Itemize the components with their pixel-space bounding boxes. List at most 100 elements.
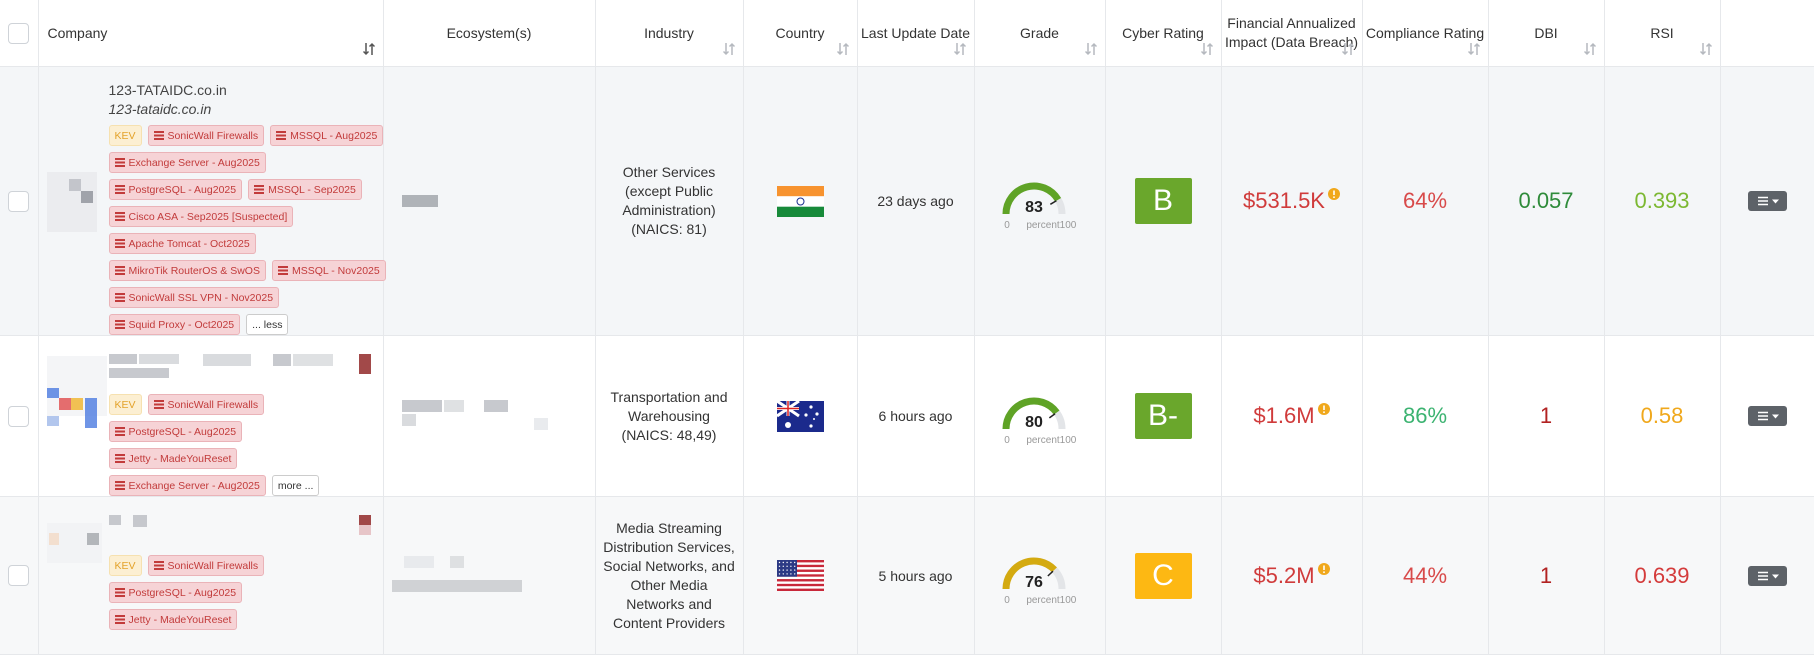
toggle-link[interactable]: more ... [271, 475, 320, 496]
compliance-rating: 44% [1402, 562, 1448, 588]
vulnerability-tag: MSSQL - Aug2025 [270, 125, 384, 146]
grade-cell: 83 0 percent 100 [974, 66, 1106, 336]
gauge-max: 100 [1059, 220, 1076, 231]
column-header: Country [743, 0, 858, 67]
redacted-block [533, 418, 548, 430]
last-update-cell: 6 hours ago [857, 335, 975, 497]
sort-icon[interactable] [836, 42, 849, 56]
flag-stripe [776, 588, 824, 591]
vulnerability-tag: MSSQL - Sep2025 [248, 179, 362, 200]
tag-icon [114, 454, 125, 463]
industry-cell: Transportation and Warehousing (NAICS: 4… [595, 335, 744, 497]
flag-stripe [776, 569, 824, 573]
company-wrap: KEV SonicWall Firewalls PostgreSQL - Aug20… [39, 336, 383, 496]
tag-label: more ... [277, 479, 314, 492]
redacted-block [401, 400, 442, 412]
tag-label: Exchange Server - Aug2025 [128, 156, 260, 169]
info-icon[interactable] [1327, 188, 1340, 200]
actions-button[interactable] [1747, 406, 1787, 426]
tag-icon [114, 293, 125, 302]
sort-icon[interactable] [1341, 42, 1354, 56]
vulnerability-tag: Squid Proxy - Oct2025 [108, 314, 241, 335]
rsi-score-cell: 0.393 [1604, 66, 1721, 336]
redacted-block [443, 400, 464, 412]
tag-label: Exchange Server - Aug2025 [128, 479, 260, 492]
cyber-rating-cell: C [1105, 496, 1222, 655]
sort-arrow-down [953, 43, 960, 56]
tag-label: SonicWall Firewalls [167, 129, 259, 142]
redacted-block [449, 555, 464, 568]
company-row: KEV SonicWall Firewalls PostgreSQL - Aug20… [0, 496, 1814, 655]
tag-icon [114, 588, 125, 597]
column-header-label: Grade [1020, 24, 1059, 41]
flag-star [793, 569, 795, 571]
actions-button[interactable] [1747, 191, 1787, 211]
company-row: 123-TATAIDC.co.in 123-tataidc.co.in KEV Son… [0, 66, 1814, 336]
tag-line: Exchange Server - Aug2025 [108, 152, 379, 173]
flag-stripe [776, 586, 824, 589]
rsi-score: 0.393 [1634, 188, 1690, 213]
redacted-block [272, 354, 291, 366]
info-icon[interactable] [1317, 562, 1330, 575]
tag-icon [114, 158, 125, 167]
redacted-block [46, 388, 59, 398]
ecosystem-cell [383, 66, 596, 336]
vulnerability-tag: SonicWall Firewalls [147, 555, 265, 576]
row-checkbox[interactable] [8, 190, 30, 212]
row-checkbox[interactable] [8, 565, 30, 586]
flag-star [812, 417, 815, 420]
column-header: Last Update Date [857, 0, 975, 67]
sort-arrow-up [1589, 42, 1596, 55]
gauge-unit: percent [1026, 220, 1060, 231]
grade-value: 83 [1025, 199, 1043, 216]
flag-stripe [776, 574, 824, 577]
redacted-block [58, 398, 71, 410]
redacted-block [138, 354, 179, 364]
tag-icon [276, 131, 287, 140]
gauge-value-arc [1002, 397, 1059, 430]
country-flag [776, 185, 824, 217]
sort-arrow-up [1347, 42, 1354, 55]
sort-icon[interactable] [1200, 42, 1213, 56]
vulnerability-tag: SonicWall SSL VPN - Nov2025 [108, 287, 280, 308]
flag-stripe [776, 564, 824, 568]
cyber-rating-cell: B- [1105, 335, 1222, 497]
sort-arrow-up [1473, 42, 1480, 55]
select-all-checkbox[interactable] [8, 22, 30, 44]
tag-line: PostgreSQL - Aug2025 [108, 421, 379, 442]
dbi-score: 1 [1539, 562, 1553, 588]
row-checkbox[interactable] [8, 405, 30, 427]
tag-line: KEV SonicWall Firewalls [108, 394, 379, 415]
sort-icon[interactable] [362, 42, 375, 56]
cyber-rating-cell: B [1105, 66, 1222, 336]
sort-icon[interactable] [1699, 42, 1712, 56]
sort-icon[interactable] [1084, 42, 1097, 56]
sort-icon[interactable] [953, 42, 966, 56]
sort-arrow-up [728, 42, 735, 55]
sort-icon[interactable] [1467, 42, 1480, 56]
flag-band [776, 195, 824, 207]
gauge-value-arc [1002, 557, 1057, 589]
info-icon[interactable] [1317, 403, 1330, 415]
company-wrap: KEV SonicWall Firewalls PostgreSQL - Aug20… [39, 497, 383, 630]
tag-label: PostgreSQL - Aug2025 [128, 586, 237, 599]
toggle-link[interactable]: ... less [246, 314, 289, 335]
tag-label: SonicWall SSL VPN - Nov2025 [128, 291, 274, 304]
vulnerability-tag: Exchange Server - Aug2025 [108, 475, 266, 496]
sort-icon[interactable] [1583, 42, 1596, 56]
redacted-name [108, 511, 379, 549]
sort-icon[interactable] [722, 42, 735, 56]
company-info: KEV SonicWall Firewalls PostgreSQL - Aug20… [108, 336, 379, 496]
info-icon-dot [1333, 196, 1335, 199]
sort-arrow-down [1200, 43, 1207, 56]
vulnerability-tag: PostgreSQL - Aug2025 [108, 582, 243, 603]
column-header: Ecosystem(s) [383, 0, 596, 67]
sort-arrow-down [1084, 43, 1091, 56]
vulnerability-tag: Apache Tomcat - Oct2025 [108, 233, 256, 254]
vulnerability-tag: KEV [108, 555, 142, 576]
actions-button[interactable] [1747, 565, 1787, 586]
compliance-rating: 86% [1402, 403, 1448, 428]
flag-star [785, 569, 788, 571]
flag-star [778, 573, 780, 575]
flag-stripe [776, 560, 824, 563]
